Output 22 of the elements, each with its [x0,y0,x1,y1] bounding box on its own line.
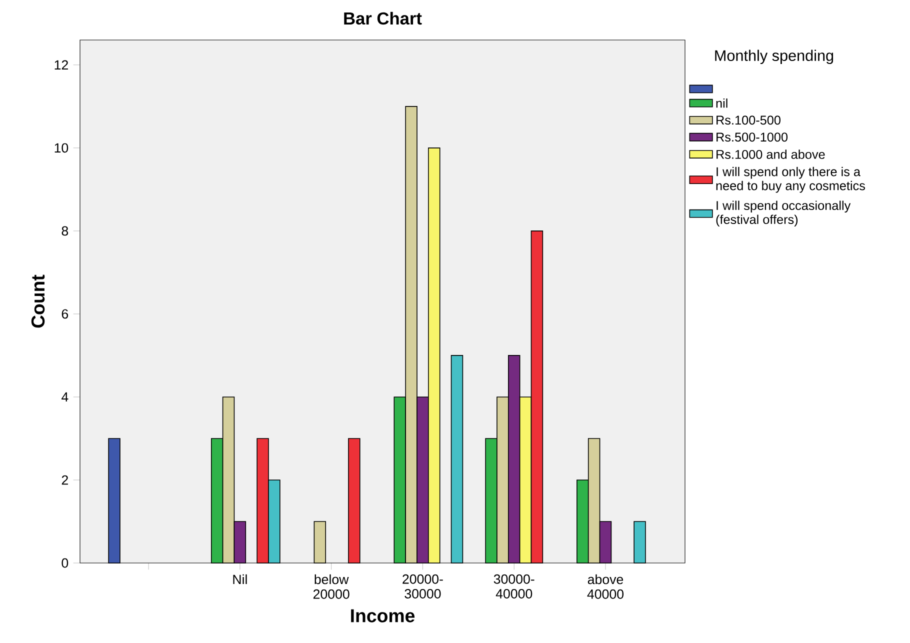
y-tick-label: 12 [54,60,68,70]
legend-label: Rs.100-500 [716,116,780,125]
y-tick-label: 4 [62,392,68,402]
x-axis-title: Income [351,609,415,622]
x-tick-label: Nil [233,574,247,584]
y-tick-label: 8 [62,226,68,236]
legend-label: Rs.500-1000 [716,132,788,142]
legend-label: nil [716,98,728,108]
legend-label: I will spend only there is a need to buy any cosmetics [716,166,865,193]
x-tick-label: 30000-40000 [494,574,534,598]
x-tick-label: 20000-30000 [402,574,443,598]
x-tick-label: below 20000 [313,574,350,599]
y-tick-label: 6 [62,309,68,319]
chart-title: Bar Chart [344,12,422,25]
y-tick-label: 2 [62,475,68,485]
legend-label: Rs.1000 and above [716,150,825,159]
legend-label: I will spend occasionally (festival offers) [716,200,851,227]
y-tick-label: 0 [62,558,68,568]
y-tick-label: 10 [54,143,68,153]
y-axis-title: Count [31,274,45,328]
x-tick-label: above 40000 [587,574,624,599]
legend-title: Monthly spending [715,50,834,64]
